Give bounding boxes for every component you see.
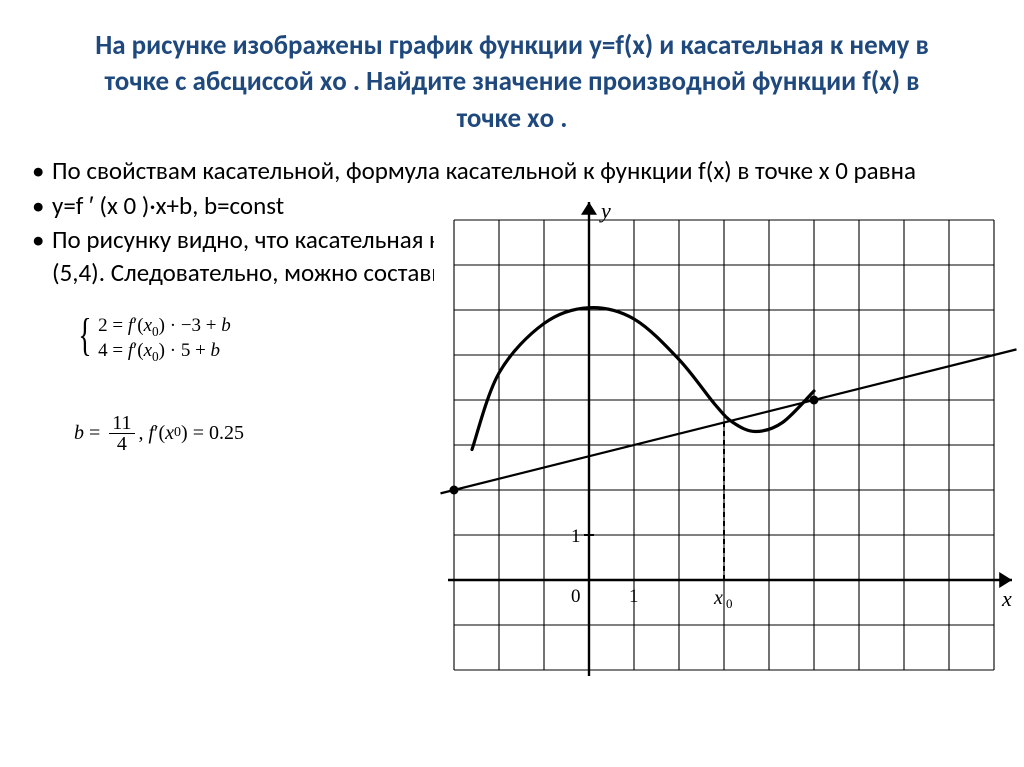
frac-den: 4: [114, 434, 130, 454]
svg-text:y: y: [599, 198, 611, 223]
svg-text:0: 0: [726, 596, 733, 611]
frac-num: 11: [109, 413, 134, 434]
graph-figure: xy011x0: [434, 190, 1024, 690]
system-eq1: 2 = f′(x0) · −3 + b: [98, 315, 231, 340]
bullet-item: По свойствам касательной, формула касате…: [28, 155, 1000, 188]
svg-text:x: x: [713, 587, 723, 609]
problem-title: На рисунке изображены график функции y=f…: [0, 0, 1024, 155]
system-eq2: 4 = f′(x0) · 5 + b: [98, 340, 231, 365]
svg-text:1: 1: [629, 586, 639, 607]
svg-text:x: x: [1001, 586, 1012, 611]
svg-text:1: 1: [571, 526, 581, 547]
system-brace: {: [78, 315, 91, 365]
svg-text:0: 0: [571, 586, 581, 607]
graph-svg: xy011x0: [434, 190, 1024, 690]
